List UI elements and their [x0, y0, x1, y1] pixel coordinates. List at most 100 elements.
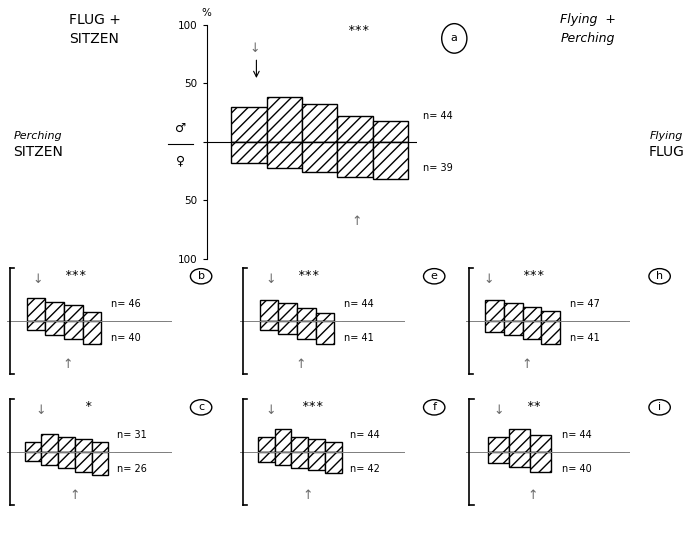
Text: ***: ***	[347, 24, 370, 37]
Text: n= 46: n= 46	[111, 299, 141, 309]
Text: Perching: Perching	[561, 32, 615, 45]
Text: ♂: ♂	[175, 122, 186, 135]
Bar	[297, 321, 316, 339]
Bar	[316, 321, 335, 343]
Text: Perching: Perching	[14, 132, 63, 141]
Bar	[41, 452, 58, 465]
Text: ↓: ↓	[36, 404, 46, 417]
Text: ↑: ↑	[528, 488, 538, 502]
Text: b: b	[197, 271, 204, 281]
Text: n= 40: n= 40	[111, 333, 141, 343]
Bar	[291, 452, 308, 468]
Text: **: **	[526, 400, 540, 413]
Bar	[75, 439, 92, 452]
Text: ↑: ↑	[521, 357, 531, 371]
Bar	[316, 314, 335, 321]
Text: n= 41: n= 41	[570, 333, 599, 343]
Text: ↓: ↓	[494, 404, 505, 417]
Text: ↑: ↑	[70, 488, 80, 502]
Bar	[373, 121, 408, 142]
Bar	[541, 311, 560, 321]
Text: ***: ***	[301, 400, 323, 413]
Bar	[373, 142, 408, 179]
Text: ***: ***	[64, 269, 87, 282]
Bar	[485, 300, 504, 321]
Bar	[260, 321, 279, 330]
Bar	[302, 104, 337, 142]
Bar	[488, 452, 509, 463]
Bar	[279, 303, 297, 321]
Bar	[291, 437, 308, 452]
Bar	[27, 299, 46, 321]
Text: ↑: ↑	[351, 215, 361, 228]
Text: n= 44: n= 44	[344, 299, 374, 309]
Text: n= 47: n= 47	[570, 299, 600, 309]
Bar	[258, 437, 274, 452]
Bar	[27, 321, 46, 330]
Bar	[337, 142, 373, 177]
Bar	[41, 434, 58, 452]
Text: ↓: ↓	[266, 273, 276, 286]
Text: FLUG +: FLUG +	[69, 13, 120, 27]
Bar	[485, 321, 504, 332]
Text: ***: ***	[522, 269, 545, 282]
Bar	[530, 435, 551, 452]
Bar	[509, 452, 530, 467]
Bar	[504, 321, 522, 335]
Text: SITZEN: SITZEN	[69, 32, 120, 46]
Text: %: %	[202, 7, 211, 18]
Bar	[522, 321, 541, 339]
Bar	[58, 452, 75, 468]
Bar	[509, 430, 530, 452]
Text: n= 40: n= 40	[562, 464, 592, 474]
Bar	[92, 452, 108, 475]
Text: ↑: ↑	[295, 357, 306, 371]
Bar	[337, 116, 373, 142]
Bar	[64, 304, 83, 321]
Text: ♀: ♀	[176, 154, 186, 167]
Bar	[522, 307, 541, 321]
Bar	[25, 442, 41, 452]
Bar	[274, 452, 291, 465]
Bar	[325, 442, 342, 452]
Text: ↓: ↓	[266, 404, 276, 417]
Text: n= 44: n= 44	[351, 430, 380, 440]
Text: ↓: ↓	[484, 273, 494, 286]
Text: n= 41: n= 41	[344, 333, 374, 343]
Bar	[504, 303, 522, 321]
Text: a: a	[451, 33, 458, 43]
Text: Flying  +: Flying +	[560, 13, 616, 26]
Bar	[83, 312, 102, 321]
Text: n= 39: n= 39	[423, 163, 452, 173]
Text: *: *	[84, 400, 91, 413]
Bar	[541, 321, 560, 343]
Bar	[530, 452, 551, 472]
Bar	[274, 430, 291, 452]
Text: ↓: ↓	[249, 42, 260, 55]
Bar	[325, 452, 342, 473]
Bar	[46, 302, 64, 321]
Text: n= 44: n= 44	[423, 111, 452, 121]
Text: n= 44: n= 44	[562, 430, 592, 440]
Text: h: h	[656, 271, 663, 281]
Text: ↓: ↓	[33, 273, 43, 286]
Bar	[58, 437, 75, 452]
Text: ***: ***	[297, 269, 320, 282]
Text: e: e	[430, 271, 438, 281]
Bar	[279, 321, 297, 334]
Text: f: f	[432, 402, 436, 412]
Bar	[46, 321, 64, 335]
Bar	[302, 142, 337, 172]
Text: n= 31: n= 31	[118, 430, 147, 440]
Text: n= 42: n= 42	[351, 464, 380, 474]
Bar	[92, 442, 108, 452]
Text: n= 26: n= 26	[118, 464, 147, 474]
Text: FLUG: FLUG	[648, 146, 685, 159]
Bar	[232, 142, 267, 163]
Text: c: c	[198, 402, 204, 412]
Bar	[488, 437, 509, 452]
Bar	[297, 308, 316, 321]
Bar	[232, 106, 267, 142]
Bar	[308, 439, 325, 452]
Text: i: i	[658, 402, 662, 412]
